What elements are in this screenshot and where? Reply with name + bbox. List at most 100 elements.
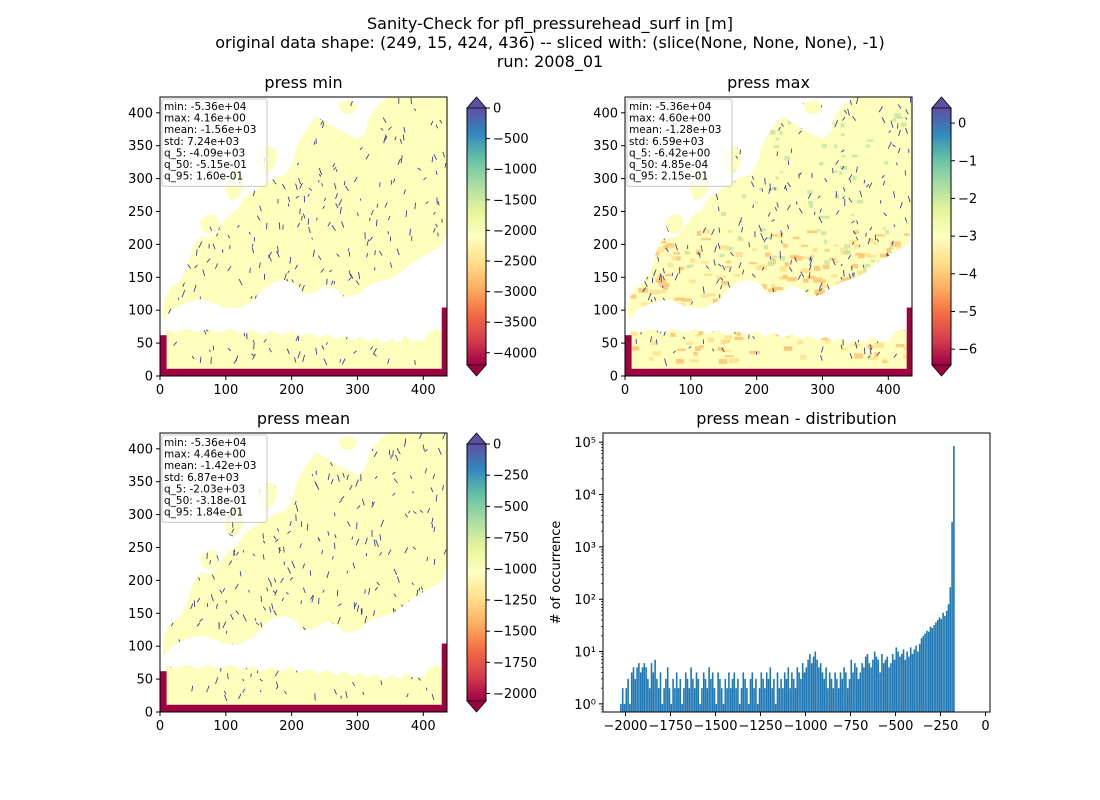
histogram-bar [881, 653, 883, 712]
histogram-bar [738, 703, 741, 712]
colorbar-tick-label: −750 [493, 531, 529, 546]
histogram-bar [949, 587, 952, 712]
y-tick-label: 250 [128, 541, 153, 556]
histogram-bar [780, 678, 782, 712]
histogram-bar [697, 678, 700, 712]
histogram-bar [859, 672, 862, 712]
colorbar-tick-label: −500 [493, 500, 529, 515]
stats-line: q_95: 2.15e-01 [629, 171, 708, 183]
colorbar-extend-max [931, 96, 952, 109]
histogram-bar [648, 688, 651, 712]
histogram-bar [681, 703, 683, 712]
y-tick-label: 200 [593, 238, 618, 253]
histogram-bar [818, 667, 820, 712]
histogram-bar [798, 672, 800, 712]
stats-line: min: -5.36e+04 [629, 101, 712, 113]
x-tick-label: 300 [345, 719, 370, 734]
y-tick-label: 300 [128, 172, 153, 187]
histogram-bar [668, 688, 671, 712]
x-tick-label: 100 [213, 719, 238, 734]
y-tick-label: 50 [136, 337, 153, 352]
histogram-bar [711, 672, 714, 712]
histogram-bar [819, 663, 822, 712]
histogram-bar [782, 688, 784, 712]
histogram-bar [834, 672, 836, 712]
histogram-bar [823, 678, 826, 712]
histogram-bar [702, 672, 705, 712]
colorbar-tick-label: −4000 [493, 346, 537, 361]
histogram-bar [792, 678, 795, 712]
histogram-x-tick-label: −1750 [649, 719, 693, 734]
histogram-bar [699, 703, 701, 712]
histogram-bar [841, 678, 844, 712]
histogram-bar [701, 688, 703, 712]
stats-line: std: 7.24e+03 [164, 136, 239, 148]
histogram-panel: press mean - distribution −2000 −1750 −1500… [549, 409, 991, 734]
histogram-bar [785, 678, 788, 712]
histogram-bar [726, 688, 728, 712]
stats-line: q_50: 4.85e-04 [629, 159, 708, 171]
histogram-bar [863, 667, 865, 712]
y-tick-label: 400 [128, 442, 153, 457]
colorbar: 0 −1 −2 −3 −4 −5 −6 [931, 96, 977, 377]
histogram-bar [911, 653, 914, 712]
histogram-bar [737, 678, 739, 712]
histogram-bar [886, 656, 889, 712]
histogram-bar [933, 625, 935, 712]
stats-line: q_95: 1.84e-01 [164, 507, 243, 519]
histogram-bar [735, 688, 737, 712]
y-tick-label: 100 [128, 304, 153, 319]
y-tick-label: 250 [593, 205, 618, 220]
x-tick-label: 100 [213, 383, 238, 398]
stats-line: mean: -1.42e+03 [164, 460, 256, 472]
y-tick-label: 300 [593, 172, 618, 187]
stats-line: max: 4.60e+00 [629, 113, 711, 125]
colorbar-tick-label: −1000 [493, 163, 537, 178]
stats-line: q_5: -4.09e+03 [164, 147, 245, 159]
histogram-bar [850, 659, 853, 712]
histogram-bar [645, 667, 647, 712]
histogram-title: press mean - distribution [696, 409, 896, 428]
histogram-bar [728, 672, 730, 712]
histogram-bar [675, 672, 678, 712]
axes-frame [159, 432, 448, 713]
histogram-bar [729, 688, 732, 712]
colorbar-tick-label: 0 [493, 102, 501, 117]
histogram-bar [756, 703, 759, 712]
histogram-bar [749, 678, 752, 712]
colorbar-tick-label: −500 [493, 132, 529, 147]
colorbar-tick-label: −1500 [493, 193, 537, 208]
histogram-bar [688, 688, 691, 712]
histogram-bar [868, 663, 871, 712]
colorbar-tick-label: −2 [958, 192, 977, 207]
histogram-bar [890, 663, 892, 712]
histogram-bar [836, 678, 838, 712]
y-tick-label: 150 [128, 607, 153, 622]
histogram-bar [733, 672, 736, 712]
histogram-bar [674, 688, 676, 712]
histogram-x-tick-label: −1000 [784, 719, 828, 734]
histogram-bar [861, 663, 863, 712]
histogram-bar [884, 659, 887, 712]
y-tick-label: 0 [145, 706, 153, 721]
histogram-bar [915, 645, 917, 712]
colorbar-tick-label: −5 [958, 305, 977, 320]
colorbar-extend-min [466, 700, 487, 713]
stats-line: max: 4.16e+00 [164, 113, 246, 125]
colorbar-tick-label: −4 [958, 267, 977, 282]
histogram-bar [650, 663, 653, 712]
histogram-bar [670, 703, 673, 712]
x-tick-label: 200 [279, 719, 304, 734]
histogram-y-tick-label: 10¹ [574, 646, 596, 661]
map-panel-2: press max 0 100 200 300 400 0 50 100 150 200 250 300… [593, 73, 977, 398]
histogram-bar [816, 659, 818, 712]
colorbar-tick-label: −1750 [493, 656, 537, 671]
histogram-bar [710, 678, 712, 712]
y-tick-label: 150 [593, 271, 618, 286]
axes-frame [624, 96, 913, 377]
y-tick-label: 300 [128, 508, 153, 523]
colorbar-extend-max [466, 96, 487, 109]
histogram-bar [636, 667, 638, 712]
histogram-bar [695, 672, 698, 712]
